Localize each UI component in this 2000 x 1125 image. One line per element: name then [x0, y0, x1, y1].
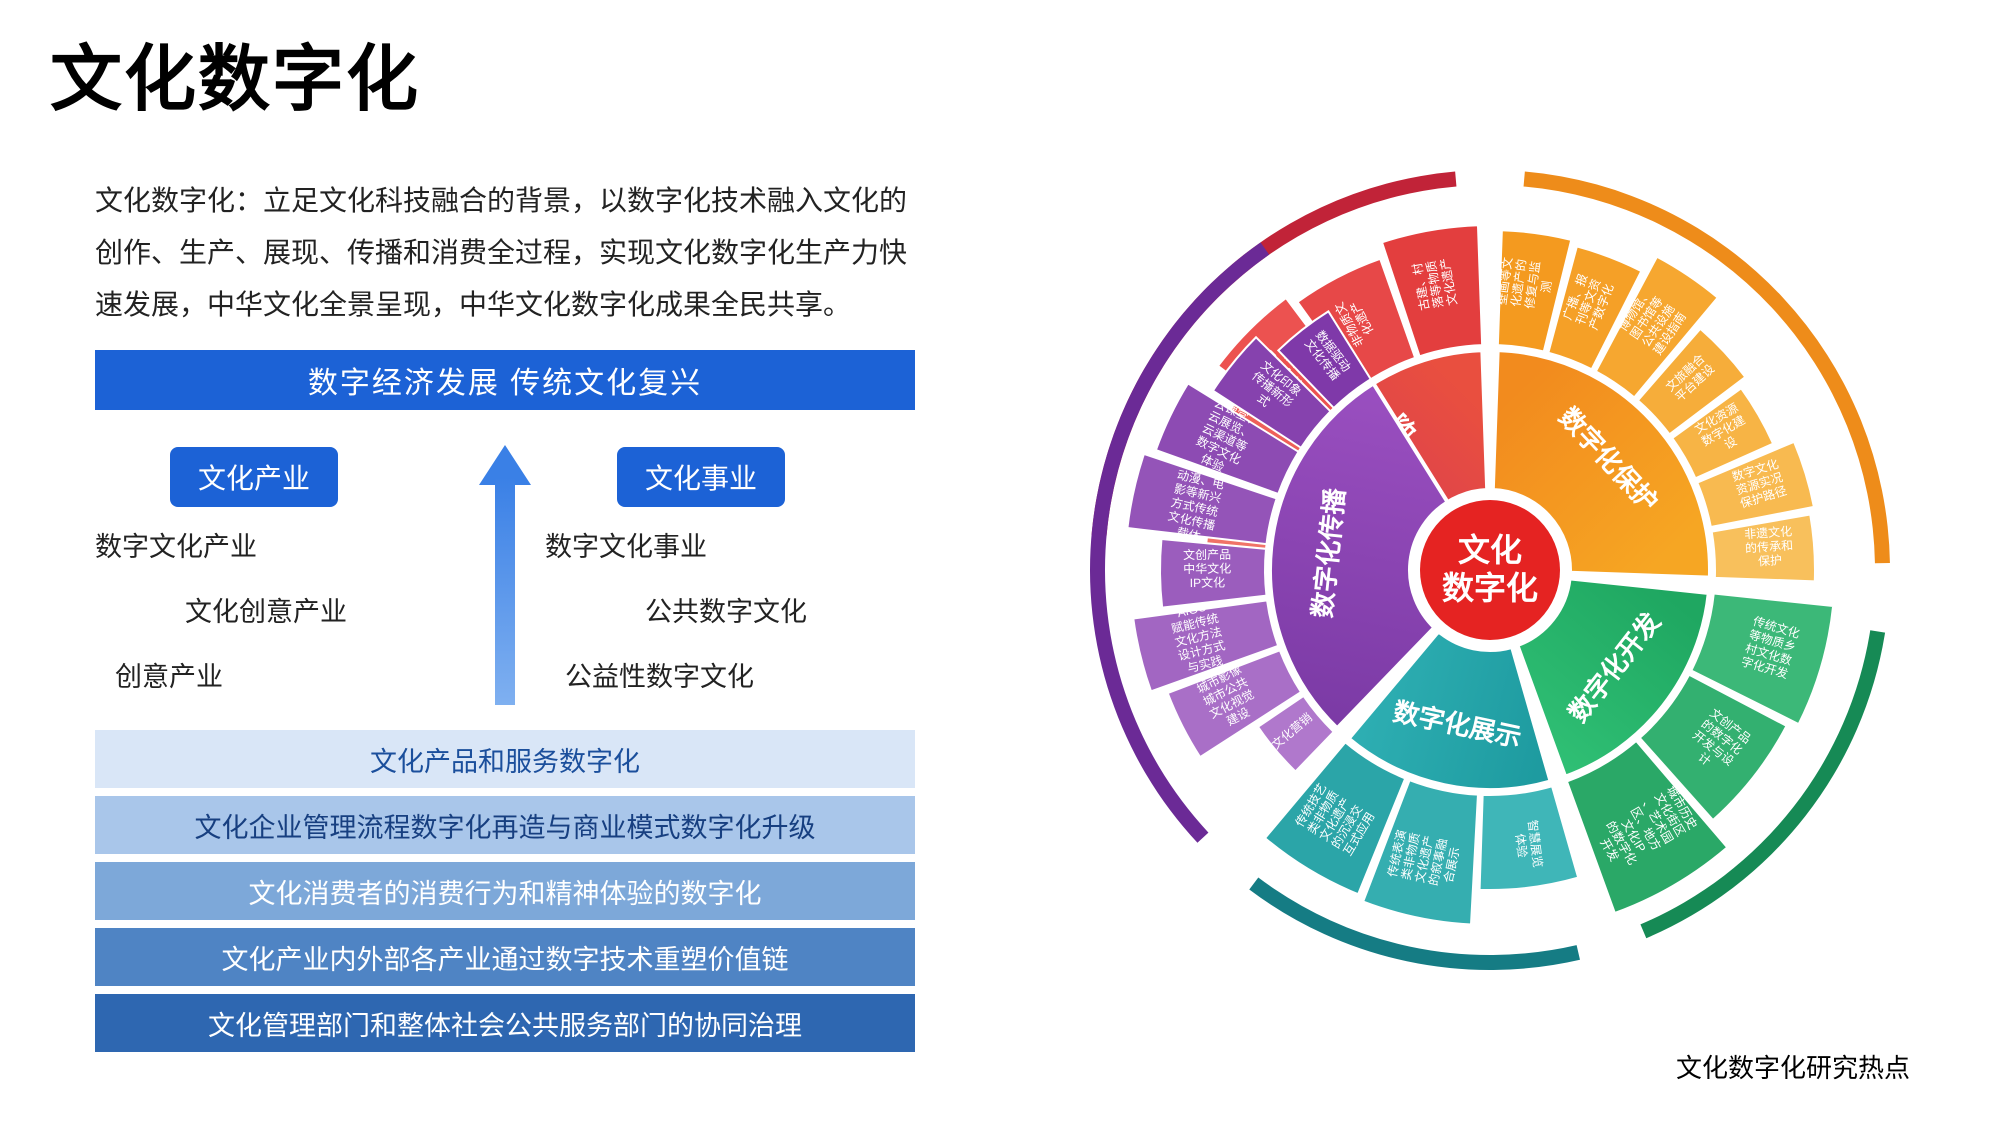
left-item: 数字文化产业 — [95, 525, 455, 564]
two-column-block: 文化产业 文化事业 数字文化产业 文化创意产业 创意产业 数字文化事业 公共数字… — [95, 435, 915, 715]
top-banner: 数字经济发展 传统文化复兴 — [95, 350, 915, 410]
layer-bar: 文化消费者的消费行为和精神体验的数字化 — [95, 862, 915, 920]
center-label: 数字化 — [1442, 570, 1538, 606]
layer-bars: 文化产品和服务数字化文化企业管理流程数字化再造与商业模式数字化升级文化消费者的消… — [95, 730, 915, 1060]
layer-bar: 文化管理部门和整体社会公共服务部门的协同治理 — [95, 994, 915, 1052]
layer-bar: 文化企业管理流程数字化再造与商业模式数字化升级 — [95, 796, 915, 854]
arrow-up-icon — [484, 445, 526, 705]
right-items: 数字文化事业 公共数字文化 公益性数字文化 — [545, 525, 925, 720]
layer-bar: 文化产业内外部各产业通过数字技术重塑价值链 — [95, 928, 915, 986]
layer-bar: 文化产品和服务数字化 — [95, 730, 915, 788]
petal-label: 古建、村落等物质文化遗产 — [1409, 257, 1460, 312]
left-item: 文化创意产业 — [95, 590, 455, 629]
chart-caption: 文化数字化研究热点 — [1676, 1048, 1910, 1085]
pill-industry: 文化产业 — [170, 447, 338, 507]
left-item: 创意产业 — [95, 655, 455, 694]
right-item: 公益性数字文化 — [545, 655, 925, 694]
svg-text:中华文化: 中华文化 — [1183, 561, 1231, 576]
sunburst-chart: 公共文化城市文化井冈山精神等红色文化非物质文化遗产古建、村落等物质文化遗产壁画等… — [1040, 120, 1940, 1020]
svg-text:IP文化: IP文化 — [1190, 575, 1225, 590]
intro-paragraph: 文化数字化：立足文化科技融合的背景，以数字化技术融入文化的创作、生产、展现、传播… — [95, 175, 915, 330]
svg-text:体验: 体验 — [1513, 833, 1531, 859]
right-item: 公共数字文化 — [545, 590, 925, 629]
center-label: 文化 — [1458, 532, 1522, 568]
svg-text:文创产品: 文创产品 — [1183, 547, 1231, 562]
page-title: 文化数字化 — [50, 20, 420, 125]
left-items: 数字文化产业 文化创意产业 创意产业 — [95, 525, 455, 720]
petal-label: 文创产品中华文化IP文化 — [1183, 547, 1231, 590]
svg-text:保护: 保护 — [1758, 553, 1783, 569]
right-item: 数字文化事业 — [545, 525, 925, 564]
pill-cause: 文化事业 — [617, 447, 785, 507]
svg-text:测: 测 — [1539, 280, 1555, 294]
